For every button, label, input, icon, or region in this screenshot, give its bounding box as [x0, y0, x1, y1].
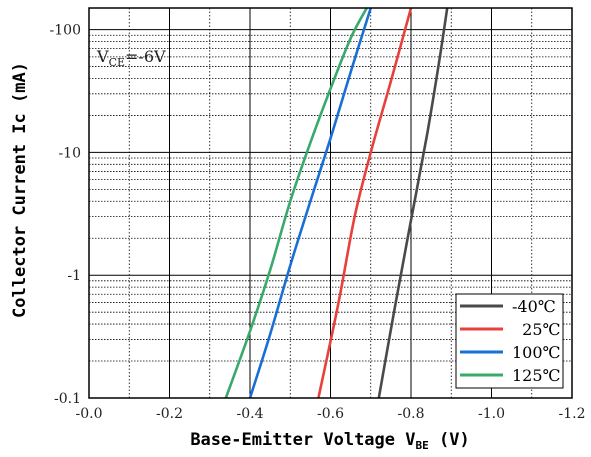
legend-box: [455, 293, 564, 389]
x-tick-label: -0.6: [317, 406, 344, 422]
x-tick-label: -0.2: [156, 406, 183, 422]
x-tick-label: -1.0: [478, 406, 505, 422]
x-tick-label: -0.4: [237, 406, 264, 422]
tick-labels: -0.0 -0.2 -0.4 -0.6 -0.8 -1.0 -1.2 -0.1 -1 -10 -10…: [50, 23, 586, 422]
x-tick-label: -1.2: [559, 406, 586, 422]
plot-frame: [88, 7, 573, 399]
legend: -40℃ 25℃ 100℃ 125℃: [455, 293, 564, 389]
x-tick-label: -0.8: [398, 406, 425, 422]
x-axis-title-unit: (V): [429, 430, 470, 450]
series-line-3: [224, 7, 368, 399]
x-axis-title-main: Base-Emitter Voltage V: [190, 430, 415, 450]
series-line-0: [377, 7, 449, 399]
x-axis-title: Base-Emitter Voltage VBE (V): [190, 430, 469, 452]
annotation-rest: =-6V: [125, 47, 166, 66]
grid: [89, 8, 572, 398]
series-layer: [224, 7, 449, 399]
y-tick-label: -0.1: [54, 391, 81, 407]
y-axis-title: Collector Current Ic (mA): [10, 62, 30, 318]
x-axis-title-sub: BE: [415, 439, 428, 452]
y-tick-label: -1: [67, 268, 81, 284]
legend-label: 125℃: [512, 366, 560, 385]
y-tick-label: -100: [50, 23, 81, 39]
y-tick-label: -10: [58, 145, 81, 161]
legend-label: -40℃: [512, 297, 556, 316]
vce-annotation: VCE=-6V: [96, 47, 166, 69]
legend-label: 100℃: [512, 343, 560, 362]
legend-label: 25℃: [512, 320, 560, 339]
x-tick-label: -0.0: [76, 406, 103, 422]
svg-text:VCE=-6V: VCE=-6V: [96, 47, 166, 69]
annotation-main: V: [96, 47, 109, 66]
series-line-1: [317, 7, 413, 399]
annotation-sub: CE: [109, 56, 125, 69]
series-line-2: [248, 7, 372, 399]
